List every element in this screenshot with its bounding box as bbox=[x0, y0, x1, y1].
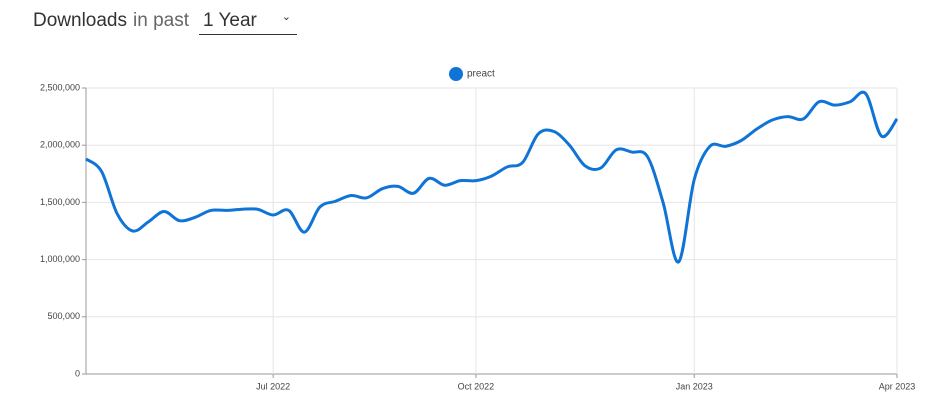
y-tick-label: 1,500,000 bbox=[40, 197, 80, 207]
period-value: 1 Year bbox=[202, 10, 257, 31]
chevron: ⌄ bbox=[281, 11, 291, 23]
x-tick-label: Oct 2022 bbox=[458, 381, 495, 391]
y-tick-label: 2,000,000 bbox=[40, 140, 80, 150]
x-tick-label: Jan 2023 bbox=[676, 381, 713, 391]
header-connector: in past bbox=[133, 10, 189, 31]
x-tick-label: Apr 2023 bbox=[879, 381, 916, 391]
x-tick-label: Jul 2022 bbox=[256, 381, 290, 391]
period-select[interactable]: 1 Year ⌄ bbox=[198, 10, 297, 35]
y-tick-label: 2,500,000 bbox=[40, 82, 80, 92]
y-tick-label: 500,000 bbox=[47, 311, 80, 321]
y-tick-label: 0 bbox=[75, 368, 80, 378]
y-tick-label: 1,000,000 bbox=[40, 254, 80, 264]
legend-label: preact bbox=[467, 69, 495, 80]
header: Downloads in past 1 Year ⌄ bbox=[33, 10, 297, 35]
line bbox=[85, 90, 899, 264]
legend-marker bbox=[449, 67, 463, 81]
header-title: Downloads bbox=[33, 10, 127, 31]
